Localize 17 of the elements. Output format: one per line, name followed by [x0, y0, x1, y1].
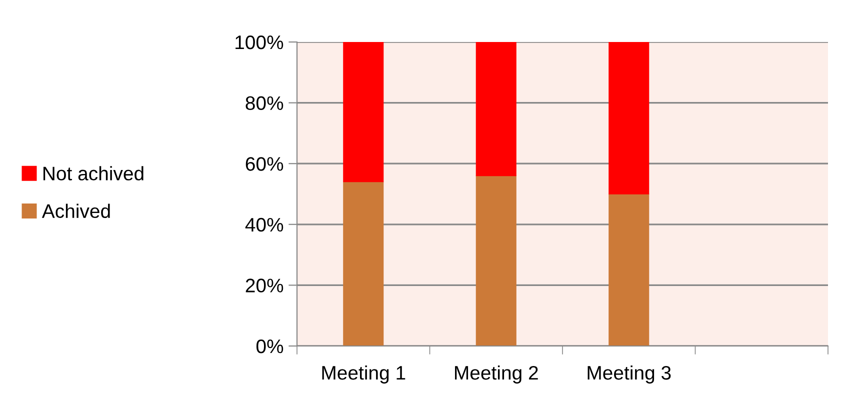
bar [608, 194, 650, 346]
bar [608, 42, 650, 194]
bar [343, 181, 384, 346]
y-tick-label: 60% [246, 157, 284, 171]
legend-label: Not achived [43, 166, 144, 180]
y-tick-label: 40% [245, 218, 284, 232]
y-tick-label: 100% [236, 35, 284, 50]
x-tick-label: Meeting 1 [322, 365, 406, 384]
bar [476, 175, 516, 346]
bar [343, 42, 384, 182]
legend-label: Achived [42, 204, 110, 218]
y-tick-label: 80% [246, 96, 284, 110]
y-tick-label: 20% [246, 278, 284, 292]
bar [476, 42, 516, 176]
y-tick-label: 0% [256, 339, 284, 354]
x-tick-label: Meeting 2 [455, 365, 538, 384]
x-tick-label: Meeting 3 [588, 365, 671, 384]
